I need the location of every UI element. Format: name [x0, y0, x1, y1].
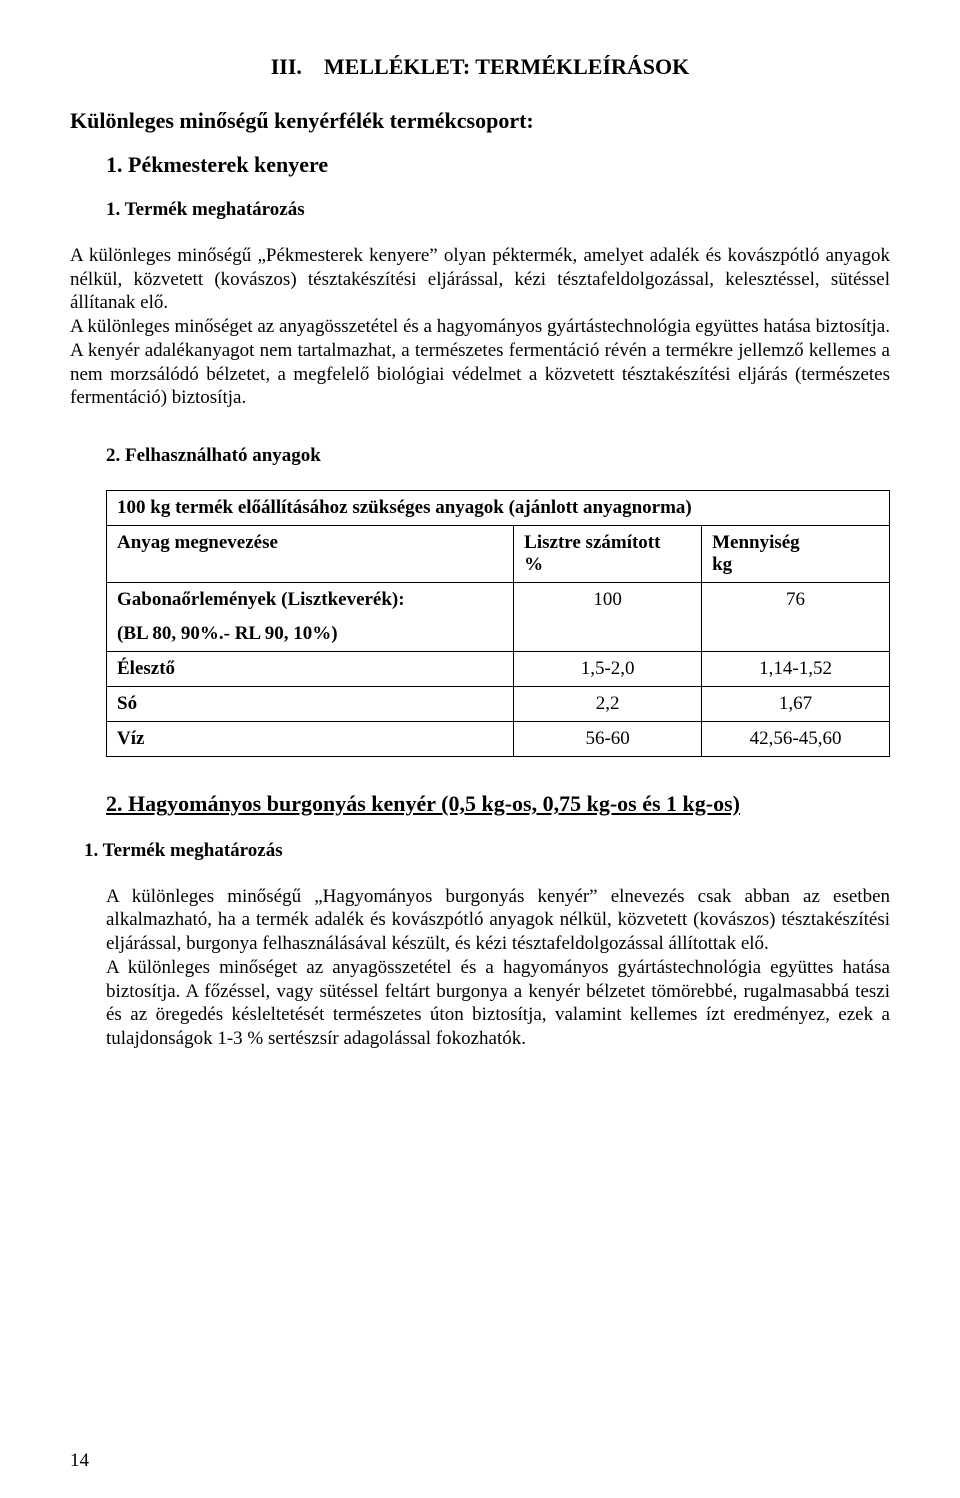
spacer — [70, 418, 890, 444]
col-header-name: Anyag megnevezése — [107, 525, 514, 582]
row-name: Só — [107, 686, 514, 721]
col-header-qty: Mennyiség kg — [702, 525, 890, 582]
product2-def-text: A különleges minőségű „Hagyományos burgo… — [106, 885, 890, 1051]
row-pct: 2,2 — [514, 686, 702, 721]
row-pct: 56-60 — [514, 721, 702, 756]
product2-title: 2. Hagyományos burgonyás kenyér (0,5 kg-… — [106, 791, 890, 817]
row-qty: 42,56-45,60 — [702, 721, 890, 756]
table-caption-row: 100 kg termék előállításához szükséges a… — [107, 490, 890, 525]
col-header-pct: Lisztre számított % — [514, 525, 702, 582]
row-name: Élesztő — [107, 651, 514, 686]
table-row: Gabonaőrlemények (Lisztkeverék): 100 76 — [107, 582, 890, 617]
ingredients-table-wrap: 100 kg termék előállításához szükséges a… — [106, 490, 890, 757]
product1-def-text: A különleges minőségű „Pékmesterek kenye… — [70, 244, 890, 410]
main-heading: III. MELLÉKLET: TERMÉKLEÍRÁSOK — [70, 54, 890, 80]
ingredients-table: 100 kg termék előállításához szükséges a… — [106, 490, 890, 757]
table-header-row: Anyag megnevezése Lisztre számított % Me… — [107, 525, 890, 582]
row-qty: 1,14-1,52 — [702, 651, 890, 686]
grain-label: Gabonaőrlemények (Lisztkeverék): — [107, 582, 514, 617]
product1-title: 1. Pékmesterek kenyere — [106, 152, 890, 178]
group-title: Különleges minőségű kenyérfélék termékcs… — [70, 108, 890, 134]
row-name: Víz — [107, 721, 514, 756]
product2-def-heading: 1. Termék meghatározás — [84, 839, 890, 863]
product1-ingredients-heading: 2. Felhasználható anyagok — [106, 444, 890, 468]
table-caption: 100 kg termék előállításához szükséges a… — [107, 490, 890, 525]
row-pct: 1,5-2,0 — [514, 651, 702, 686]
table-row: Élesztő 1,5-2,0 1,14-1,52 — [107, 651, 890, 686]
grain-qty: 76 — [702, 582, 890, 651]
page-number: 14 — [70, 1450, 89, 1472]
grain-pct: 100 — [514, 582, 702, 651]
product1-def-heading: 1. Termék meghatározás — [106, 198, 890, 222]
row-qty: 1,67 — [702, 686, 890, 721]
document-page: III. MELLÉKLET: TERMÉKLEÍRÁSOK Különlege… — [0, 0, 960, 1498]
table-row: Só 2,2 1,67 — [107, 686, 890, 721]
table-row: Víz 56-60 42,56-45,60 — [107, 721, 890, 756]
grain-sub: (BL 80, 90%.- RL 90, 10%) — [107, 617, 514, 652]
